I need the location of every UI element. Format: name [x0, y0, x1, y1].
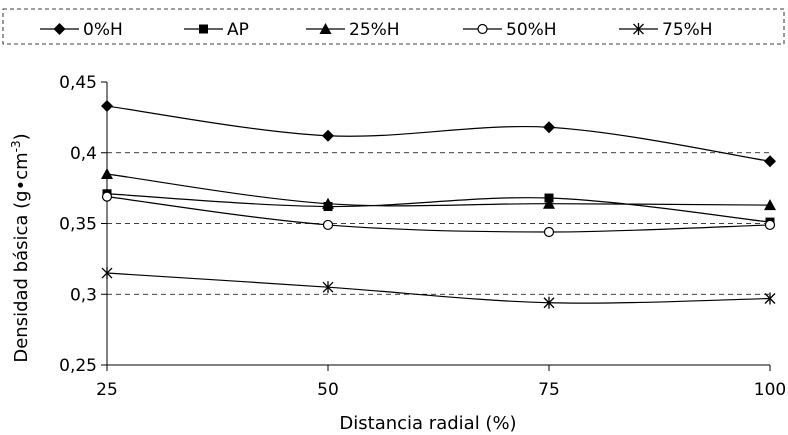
legend-marker [53, 23, 66, 35]
series-line [106, 196, 771, 233]
data-point [543, 226, 555, 238]
series-AP [102, 189, 775, 227]
y-tick-label: 0,25 [59, 356, 97, 376]
y-tick-label: 0,45 [59, 73, 97, 93]
axes: 0,25 0,3 0,35 0,4 0,45 25 50 75 100 [59, 73, 786, 400]
x-axis-title: Distancia radial (%) [339, 413, 516, 434]
legend-label: 0%H [83, 20, 123, 40]
series-line [106, 193, 771, 223]
data-point [543, 296, 555, 309]
data-point [764, 155, 776, 168]
legend-label: 25%H [349, 20, 400, 40]
x-tick-label: 75 [538, 380, 560, 400]
legend-item: 75%H [619, 20, 713, 40]
x-tick-label: 100 [754, 380, 786, 400]
y-axis-title-main: Densidad básica (g•cm [11, 152, 32, 362]
gridlines [107, 152, 770, 295]
legend-item: 25%H [306, 20, 400, 40]
series-line [106, 173, 771, 207]
data-point [101, 100, 113, 113]
legend-box [2, 8, 785, 45]
data-point [764, 292, 776, 305]
data-point [322, 197, 334, 209]
data-point [101, 191, 113, 202]
data-point [764, 219, 776, 231]
axis-labels: Distancia radial (%) Densidad básica (g•… [9, 133, 517, 434]
series-25%H [101, 167, 776, 211]
legend-item: 0%H [40, 20, 123, 40]
data-point [101, 267, 113, 280]
series-75%H [101, 267, 776, 309]
data-point [322, 219, 334, 231]
series-line [106, 105, 771, 162]
legend-marker [199, 24, 208, 34]
y-tick-label: 0,4 [70, 144, 97, 164]
y-tick-label: 0,35 [59, 215, 97, 235]
y-axis-title: Densidad básica (g•cm-3) [9, 133, 32, 362]
legend-marker [319, 23, 332, 34]
legend: 0%H AP 25%H 50%H 75%H [2, 8, 785, 45]
y-axis-title-close: ) [11, 133, 32, 140]
data-point [543, 197, 555, 209]
legend-item: 50%H [463, 20, 557, 40]
legend-label: 75%H [662, 20, 713, 40]
data-point [101, 167, 113, 179]
series-50%H [101, 191, 776, 238]
legend-marker [477, 23, 488, 35]
y-tick-label: 0,3 [70, 285, 97, 305]
data-point [322, 281, 334, 294]
x-tick-label: 50 [317, 380, 339, 400]
data-point [543, 121, 555, 134]
series-lines [101, 100, 776, 309]
legend-label: 50%H [506, 20, 557, 40]
data-point [322, 129, 334, 142]
y-axis-title-exponent: -3 [9, 140, 23, 152]
x-tick-label: 25 [96, 380, 118, 400]
legend-marker [633, 23, 644, 35]
series-line [106, 272, 771, 304]
legend-label: AP [227, 20, 249, 40]
legend-item: AP [184, 20, 249, 40]
data-point [764, 199, 776, 211]
series-0%H [101, 100, 776, 168]
